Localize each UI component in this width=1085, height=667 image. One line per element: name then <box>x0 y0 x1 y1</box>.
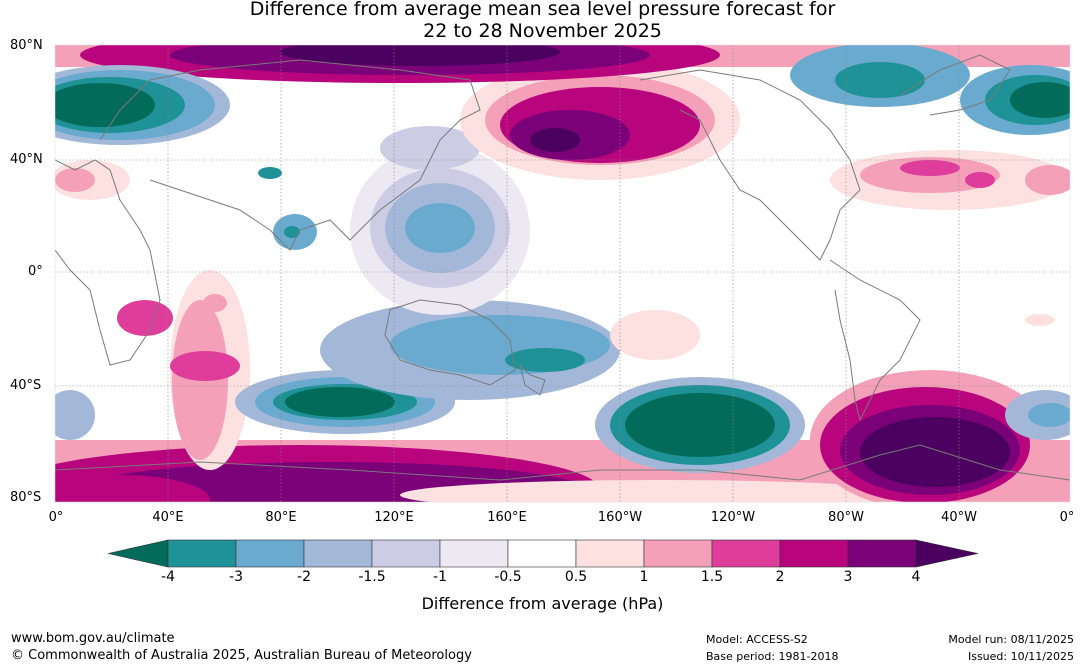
lon-label-0-left: 0° <box>48 510 64 525</box>
colorbar-tick-label: 1.5 <box>700 569 724 585</box>
coastlines <box>55 54 1070 481</box>
colorbar-tick-label: 2 <box>775 569 785 585</box>
anomaly-fields <box>55 45 1070 502</box>
base-period: Base period: 1981-2018 <box>706 650 839 663</box>
model-run-date: Model run: 08/11/2025 <box>948 633 1074 646</box>
lon-label-120w: 120°W <box>710 510 756 525</box>
lon-label-80w: 80°W <box>828 510 864 525</box>
colorbar-extend-high <box>915 539 979 568</box>
colorbar <box>107 539 979 568</box>
colorbar-tick-label: -1.5 <box>358 569 386 585</box>
map-title: Difference from average mean sea level p… <box>249 0 836 20</box>
lon-label-160e: 160°E <box>487 510 527 525</box>
colorbar-tick-label: 0.5 <box>564 569 588 585</box>
colorbar-tick-label: -2 <box>297 569 311 585</box>
lat-label-40n: 40°N <box>10 152 43 167</box>
model-name: Model: ACCESS-S2 <box>706 633 808 646</box>
colorbar-segment <box>235 539 305 568</box>
lon-label-80e: 80°E <box>265 510 297 525</box>
colorbar-segment <box>779 539 849 568</box>
map-subtitle-dates: 22 to 28 November 2025 <box>423 20 662 42</box>
lat-label-80n: 80°N <box>10 38 43 53</box>
colorbar-segment <box>507 539 577 568</box>
lon-label-0-right: 0° <box>1059 510 1075 525</box>
lon-label-120e: 120°E <box>374 510 414 525</box>
colorbar-tick-label: 4 <box>911 569 921 585</box>
colorbar-segment <box>303 539 373 568</box>
copyright-text: © Commonwealth of Australia 2025, Austra… <box>11 648 472 663</box>
colorbar-tick-label: 1 <box>639 569 649 585</box>
colorbar-tick-label: 3 <box>843 569 853 585</box>
colorbar-title: Difference from average (hPa) <box>421 594 664 613</box>
lat-label-equator: 0° <box>28 264 43 279</box>
colorbar-segment <box>643 539 713 568</box>
issued-date: Issued: 10/11/2025 <box>967 650 1074 663</box>
colorbar-extend-low <box>107 539 169 568</box>
colorbar-tick-label: -1 <box>433 569 447 585</box>
lat-label-40s: 40°S <box>10 378 42 393</box>
lon-label-40w: 40°W <box>941 510 977 525</box>
colorbar-segment <box>167 539 237 568</box>
colorbar-segment <box>439 539 509 568</box>
colorbar-tick-label: -4 <box>161 569 175 585</box>
lon-label-40e: 40°E <box>152 510 184 525</box>
colorbar-segment <box>711 539 781 568</box>
colorbar-segment <box>847 539 917 568</box>
colorbar-segment <box>371 539 441 568</box>
lat-label-80s: 80°S <box>10 490 42 505</box>
website-link[interactable]: www.bom.gov.au/climate <box>11 631 175 646</box>
colorbar-tick-label: -0.5 <box>494 569 522 585</box>
lon-label-160w: 160°W <box>597 510 643 525</box>
colorbar-tick-label: -3 <box>229 569 243 585</box>
colorbar-segment <box>575 539 645 568</box>
graticule <box>55 45 1070 502</box>
